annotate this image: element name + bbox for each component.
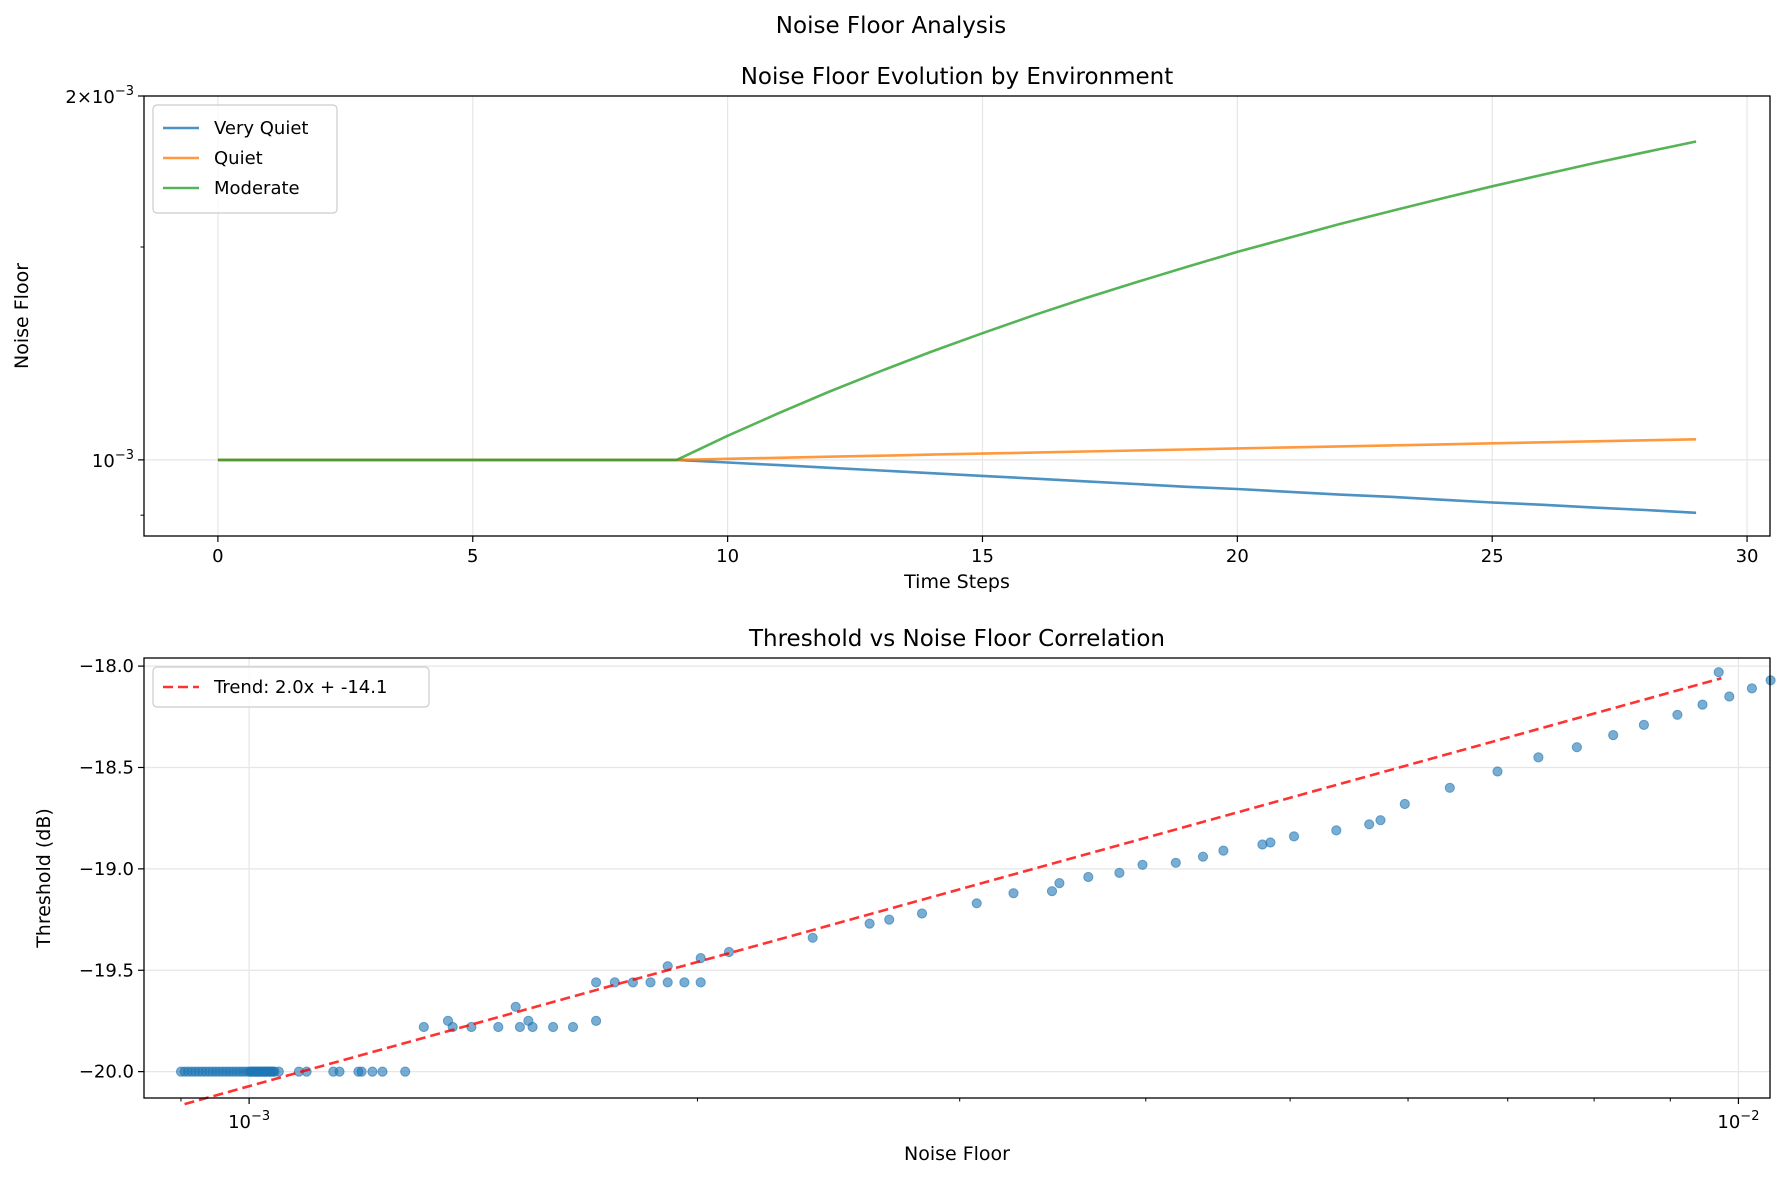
y-tick-label: 2×10−3	[65, 84, 134, 108]
scatter-point	[418, 1021, 429, 1033]
scatter-point	[548, 1021, 559, 1033]
axes-frame	[143, 95, 1771, 537]
scatter-point	[591, 1015, 602, 1027]
y-tick-label: −19.5	[79, 960, 134, 981]
series-line-moderate	[217, 140, 1697, 462]
scatter-point	[1054, 878, 1065, 889]
scatter-chart: 10−3 10−2−18.0−18.5−19.0−19.5−20.0Thresho…	[33, 626, 1776, 1165]
scatter-point	[645, 977, 656, 988]
scatter-point	[1288, 831, 1300, 842]
figure-suptitle: Noise Floor Analysis	[776, 13, 1006, 39]
y-tick-label-exponent: −3	[115, 84, 134, 99]
y-tick-label: −19.0	[79, 859, 134, 880]
scatter-point	[1083, 871, 1094, 883]
chart-title: Noise Floor Evolution by Environment	[741, 64, 1174, 90]
y-tick-label: −18.0	[79, 656, 134, 677]
scatter-point	[1137, 859, 1148, 870]
scatter-point	[864, 918, 875, 929]
y-tick-label-mantissa: 2	[65, 87, 76, 108]
axes-frame	[143, 657, 1771, 1099]
scatter-point	[334, 1066, 345, 1077]
y-axis-label: Noise Floor	[11, 263, 33, 369]
x-tick-label: 0	[212, 546, 223, 567]
scatter-point	[1375, 815, 1386, 826]
scatter-point	[1571, 742, 1583, 753]
scatter-point	[916, 908, 928, 919]
x-tick-label: 10−2	[1717, 1109, 1759, 1133]
scatter-point	[1638, 719, 1650, 731]
x-tick-label: 20	[1226, 546, 1249, 567]
scatter-point	[1724, 691, 1735, 702]
legend-box	[152, 666, 430, 708]
legend-entry: Very Quiet	[214, 118, 308, 139]
x-axis-label: Time Steps	[903, 571, 1010, 593]
scatter-point	[523, 1015, 534, 1027]
x-tick-label: 5	[467, 546, 478, 567]
scatter-point	[1265, 837, 1276, 848]
legend-box	[152, 104, 338, 214]
scatter-point	[1197, 851, 1209, 862]
scatter-point	[1170, 857, 1181, 868]
scatter-point	[356, 1066, 367, 1077]
scatter-point	[679, 977, 690, 988]
x-tick-label-base: 10	[1717, 1112, 1740, 1133]
legend-entry: Trend: 2.0x + -14.1	[213, 677, 387, 698]
scatter-point	[591, 977, 602, 988]
scatter-point	[273, 1066, 284, 1077]
y-tick-label-times: ×	[77, 87, 92, 108]
scatter-point	[1114, 867, 1125, 879]
scatter-point	[884, 914, 895, 925]
x-tick-label-base: 10	[228, 1112, 251, 1133]
scatter-point	[367, 1066, 378, 1077]
scatter-point	[1746, 683, 1758, 694]
legend-entry: Moderate	[214, 178, 300, 199]
x-tick-label-exponent: −2	[1740, 1109, 1759, 1124]
x-tick-label: 10	[716, 546, 739, 567]
scatter-point	[1218, 845, 1229, 856]
x-tick-label-exponent: −3	[251, 1109, 270, 1124]
y-tick-label-base: 10	[92, 451, 115, 472]
scatter-point	[567, 1021, 579, 1033]
y-tick-label-base: 10	[92, 87, 115, 108]
scatter-point	[1608, 730, 1619, 741]
chart-title: Threshold vs Noise Floor Correlation	[748, 626, 1165, 652]
scatter-point	[1533, 752, 1544, 763]
x-tick-label: 10−3	[228, 1109, 270, 1133]
scatter-point	[1444, 782, 1455, 793]
scatter-point	[662, 977, 673, 988]
scatter-point	[377, 1066, 388, 1077]
scatter-point	[1713, 667, 1724, 678]
y-tick-label: 10−3	[92, 448, 134, 472]
y-axis-label: Threshold (dB)	[33, 808, 55, 949]
scatter-point	[1008, 888, 1019, 899]
scatter-point	[442, 1015, 454, 1027]
scatter-point	[1399, 798, 1410, 810]
y-tick-label-exponent: −3	[115, 448, 134, 463]
scatter-point	[1331, 825, 1342, 836]
scatter-point	[493, 1021, 504, 1033]
x-tick-label: 30	[1736, 546, 1759, 567]
scatter-point	[1364, 819, 1375, 830]
y-tick-label: −18.5	[79, 757, 134, 778]
scatter-point	[1492, 766, 1503, 777]
scatter-point	[400, 1066, 411, 1077]
trend-line	[184, 677, 1722, 1106]
scatter-point	[510, 1001, 521, 1012]
x-tick-label: 25	[1481, 546, 1504, 567]
scatter-point	[514, 1021, 526, 1033]
scatter-point	[807, 932, 818, 943]
x-axis-label: Noise Floor	[904, 1143, 1010, 1165]
scatter-point	[971, 898, 982, 909]
scatter-point	[1672, 709, 1683, 720]
series-line-quiet	[217, 438, 1697, 462]
scatter-point	[1697, 699, 1708, 710]
scatter-point	[1046, 886, 1058, 897]
y-tick-label: −20.0	[79, 1062, 134, 1083]
x-tick-label: 15	[971, 546, 994, 567]
series-line-very-quiet	[217, 458, 1697, 515]
legend-entry: Quiet	[214, 148, 263, 169]
scatter-point	[695, 977, 706, 988]
